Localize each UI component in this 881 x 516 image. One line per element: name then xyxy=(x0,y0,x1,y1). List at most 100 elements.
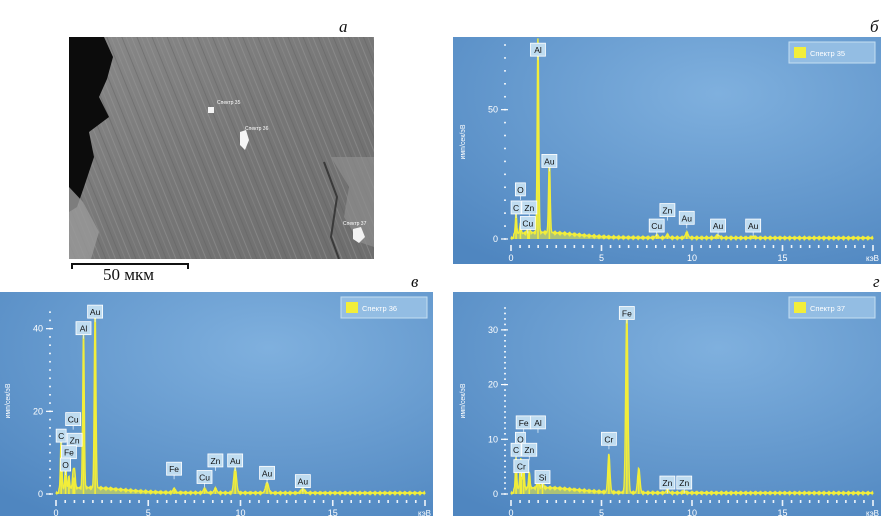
x-minor-tick xyxy=(664,500,666,503)
x-minor-tick xyxy=(808,245,811,248)
peak-label-Au: Au xyxy=(87,304,104,323)
svg-text:Fe: Fe xyxy=(169,464,179,474)
svg-text:Au: Au xyxy=(230,456,241,466)
y-minor-tick xyxy=(504,356,506,359)
y-minor-tick xyxy=(504,340,506,342)
y-minor-tick xyxy=(49,427,51,429)
svg-text:O: O xyxy=(62,460,69,470)
x-minor-tick xyxy=(221,500,223,503)
x-minor-tick xyxy=(193,500,196,503)
x-minor-tick xyxy=(414,500,417,503)
x-tick-label: 15 xyxy=(777,508,787,516)
x-tick-label: 10 xyxy=(687,508,697,516)
svg-text:Au: Au xyxy=(682,213,693,223)
x-minor-tick xyxy=(763,245,766,248)
x-minor-tick xyxy=(564,500,567,503)
x-minor-tick xyxy=(537,245,539,248)
legend-label: Спектр 36 xyxy=(362,304,397,313)
x-minor-tick xyxy=(655,245,657,248)
x-tick-label: 15 xyxy=(777,253,787,263)
y-tick-label: 0 xyxy=(493,234,498,244)
peak-label-Zn: Zn xyxy=(676,475,693,494)
svg-text:O: O xyxy=(517,185,524,195)
y-minor-tick xyxy=(504,361,506,364)
svg-text:Zn: Zn xyxy=(679,478,689,488)
peak-label-Au: Au xyxy=(259,465,275,484)
x-minor-tick xyxy=(826,500,829,503)
peak-label-Au: Au xyxy=(294,474,311,492)
x-minor-tick xyxy=(709,245,711,248)
peak-label-Zn: Zn xyxy=(207,453,224,471)
y-minor-tick xyxy=(504,238,506,240)
x-minor-tick xyxy=(591,500,594,503)
peak-label-Al: Al xyxy=(530,42,546,61)
y-minor-tick xyxy=(504,329,506,331)
x-tick xyxy=(691,500,693,506)
x-minor-tick xyxy=(555,245,558,248)
y-minor-tick xyxy=(504,438,506,441)
y-axis-label: имп/сек/эВ xyxy=(5,383,12,418)
scale-bar xyxy=(71,263,189,269)
x-minor-tick xyxy=(745,245,748,248)
spectrum-chart-v: имп/сек/эВ 0 20 40 0 5 10 15 кэВ Au Al Cu C Zn Fe O Fe Zn… xyxy=(0,292,433,516)
y-minor-tick xyxy=(49,360,51,363)
x-minor-tick xyxy=(673,500,675,503)
x-tick xyxy=(424,500,426,506)
y-minor-tick xyxy=(504,416,506,419)
x-minor-tick xyxy=(845,245,847,248)
x-minor-tick xyxy=(165,500,168,503)
x-minor-tick xyxy=(799,500,802,503)
sem-spot-label-35: Спектр 35 xyxy=(217,100,241,106)
y-minor-tick xyxy=(504,378,506,380)
peak-label-Cu: Cu xyxy=(519,216,536,234)
y-axis-label: имп/сек/эВ xyxy=(460,124,467,159)
x-tick xyxy=(600,245,603,251)
x-minor-tick xyxy=(555,500,558,503)
peak-label-Al: Al xyxy=(530,415,546,433)
x-minor-tick xyxy=(627,245,630,248)
y-minor-tick xyxy=(504,400,506,402)
svg-text:Cu: Cu xyxy=(651,221,662,231)
y-minor-tick xyxy=(49,311,51,313)
peak-label-Au: Au xyxy=(541,154,558,172)
x-minor-tick xyxy=(854,245,856,248)
svg-text:Au: Au xyxy=(713,221,724,231)
spectrum-line xyxy=(55,313,426,497)
x-minor-tick xyxy=(817,245,820,248)
y-tick-label: 40 xyxy=(33,324,43,334)
y-minor-tick xyxy=(504,476,506,479)
y-minor-tick xyxy=(504,225,506,227)
x-tick xyxy=(147,500,150,506)
y-minor-tick xyxy=(504,134,506,137)
x-minor-tick xyxy=(745,500,748,503)
x-minor-tick xyxy=(267,500,269,503)
y-minor-tick xyxy=(504,482,506,484)
x-minor-tick xyxy=(636,245,639,248)
x-minor-tick xyxy=(405,500,408,503)
x-tick xyxy=(781,245,784,251)
y-tick-label: 50 xyxy=(488,105,498,115)
x-minor-tick xyxy=(276,500,279,503)
y-minor-tick xyxy=(504,389,506,391)
x-minor-tick xyxy=(727,500,729,503)
x-minor-tick xyxy=(854,500,856,503)
x-minor-tick xyxy=(845,500,847,503)
x-minor-tick xyxy=(546,245,548,248)
spectrum-chart-b: имп/сек/эВ 0 50 0 5 10 15 кэВ Al Au O C Zn Cu Zn Au Cu Au… xyxy=(453,37,881,264)
x-minor-tick xyxy=(184,500,186,503)
y-minor-tick xyxy=(49,476,51,479)
y-minor-tick xyxy=(504,411,506,413)
y-minor-tick xyxy=(504,394,506,397)
peak-label-O: O xyxy=(515,182,526,200)
scale-label: 50 мкм xyxy=(103,265,155,284)
y-minor-tick xyxy=(49,352,51,355)
x-minor-tick xyxy=(754,500,757,503)
x-tick-label: 0 xyxy=(508,253,513,263)
y-tick-label: 0 xyxy=(493,489,498,499)
y-minor-tick xyxy=(49,460,51,462)
y-minor-tick xyxy=(49,377,51,380)
y-minor-tick xyxy=(504,334,506,337)
y-minor-tick xyxy=(504,405,506,408)
x-minor-tick xyxy=(119,500,122,503)
spectrum-line xyxy=(510,312,874,497)
